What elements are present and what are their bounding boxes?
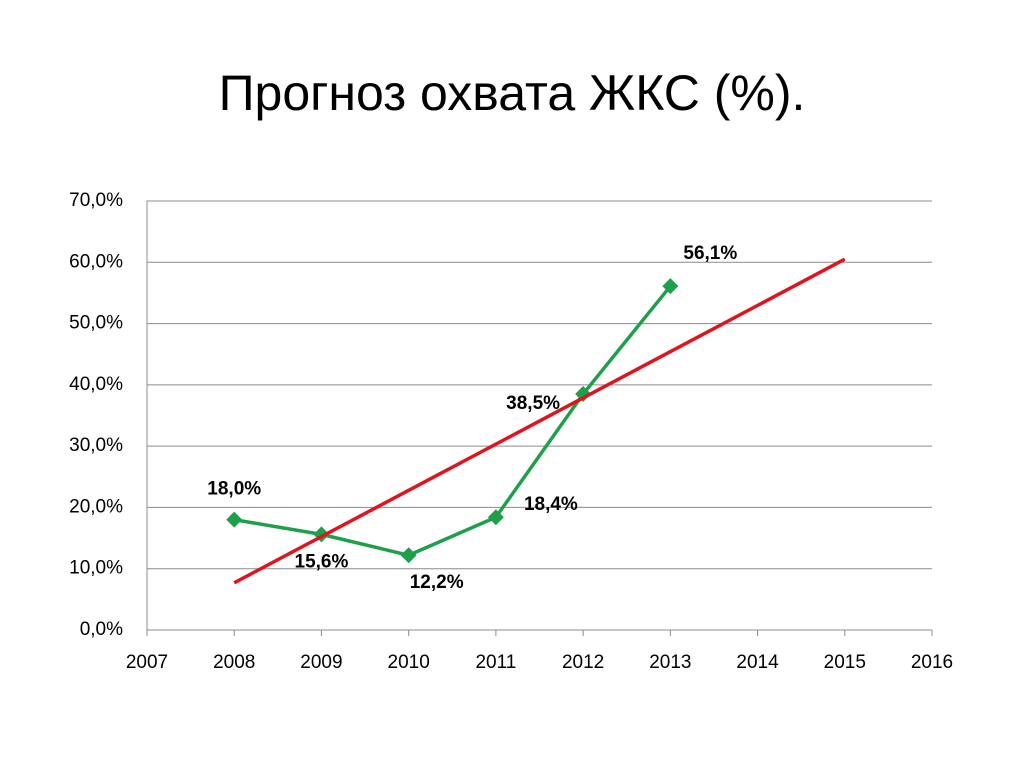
x-tick-label: 2009 xyxy=(300,652,342,673)
data-label: 56,1% xyxy=(683,243,737,264)
x-tick-label: 2007 xyxy=(126,652,168,673)
data-label: 18,4% xyxy=(524,494,578,515)
x-tick-label: 2013 xyxy=(649,652,691,673)
marker xyxy=(226,511,243,528)
chart-title: Прогноз охвата ЖКС (%). xyxy=(219,65,806,121)
y-tick-label: 0,0% xyxy=(80,619,123,640)
x-tick-label: 2010 xyxy=(388,652,430,673)
x-tick-label: 2012 xyxy=(562,652,604,673)
x-tick-label: 2008 xyxy=(213,652,255,673)
series-line xyxy=(233,285,672,558)
series-line xyxy=(233,257,846,585)
marker xyxy=(487,509,504,526)
y-tick-label: 20,0% xyxy=(69,496,123,517)
data-label: 18,0% xyxy=(207,479,261,500)
y-tick-label: 30,0% xyxy=(69,435,123,456)
x-tick-label: 2015 xyxy=(824,652,866,673)
y-tick-label: 50,0% xyxy=(69,313,123,334)
data-label: 38,5% xyxy=(506,393,560,414)
x-tick-label: 2011 xyxy=(475,652,516,673)
y-tick-label: 40,0% xyxy=(69,374,123,395)
y-tick-label: 60,0% xyxy=(69,251,123,272)
marker xyxy=(400,547,417,564)
x-tick-label: 2016 xyxy=(911,652,953,673)
y-tick-label: 10,0% xyxy=(69,558,123,579)
data-label: 12,2% xyxy=(410,572,464,593)
marker xyxy=(662,278,679,295)
data-label: 15,6% xyxy=(295,551,349,572)
y-tick-label: 70,0% xyxy=(69,190,123,211)
x-tick-label: 2014 xyxy=(736,652,779,673)
